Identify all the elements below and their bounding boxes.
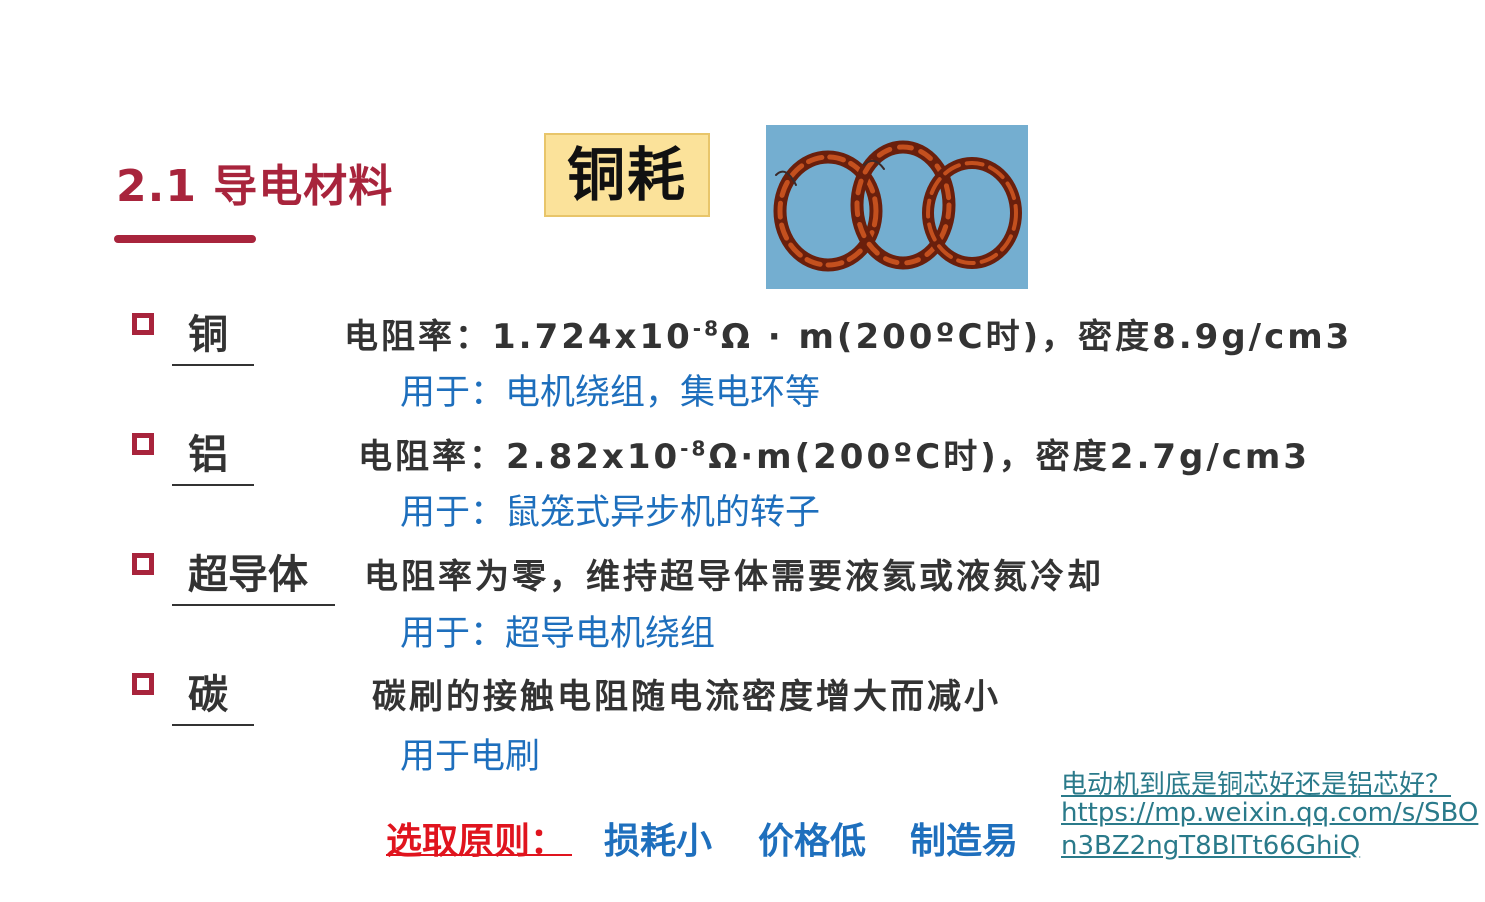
copper-loss-badge: 铜耗: [544, 133, 710, 217]
property-exponent: -8: [692, 316, 722, 341]
property-text: 电阻率：2.82x10: [358, 437, 681, 477]
title-underline: [114, 235, 256, 243]
principle-item-low-price: 价格低: [758, 821, 867, 862]
material-usage: 用于：超导电机绕组: [400, 614, 716, 654]
material-property: 电阻率：1.724x10-8Ω · m(200ºC时)，密度8.9g/cm3: [344, 309, 1352, 358]
material-property: 碳刷的接触电阻随电流密度增大而减小: [372, 677, 1001, 717]
principle-item-low-loss: 损耗小: [604, 821, 713, 862]
principle-item-easy-make: 制造易: [910, 821, 1019, 862]
property-text-rest: Ω·m(200ºC时)，密度2.7g/cm3: [708, 437, 1311, 477]
material-property: 电阻率：2.82x10-8Ω·m(200ºC时)，密度2.7g/cm3: [358, 429, 1310, 478]
material-usage: 用于电刷: [400, 737, 541, 777]
principle-label: 选取原则：: [386, 821, 567, 862]
material-underline: [172, 364, 254, 366]
bullet-square: [132, 673, 154, 695]
material-carbon: 碳: [172, 662, 254, 726]
material-aluminum: 铝: [172, 422, 254, 486]
material-usage: 用于：电机绕组，集电环等: [400, 373, 821, 413]
material-underline: [172, 724, 254, 726]
material-property: 电阻率为零，维持超导体需要液氦或液氮冷却: [364, 557, 1104, 597]
property-exponent: -8: [680, 436, 709, 461]
page-title: 2.1 导电材料: [116, 161, 394, 212]
bullet-square: [132, 553, 154, 575]
material-superconductor: 超导体: [172, 542, 335, 606]
material-copper: 铜: [172, 302, 254, 366]
material-name: 碳: [188, 672, 228, 718]
reference-link-title[interactable]: 电动机到底是铜芯好还是铝芯好？: [1061, 770, 1452, 800]
material-underline: [172, 484, 254, 486]
material-usage: 用于：鼠笼式异步机的转子: [400, 493, 821, 533]
bullet-square: [132, 433, 154, 455]
property-text-rest: Ω · m(200ºC时)，密度8.9g/cm3: [721, 317, 1353, 357]
bullet-square: [132, 313, 154, 335]
copper-coil-image: [766, 125, 1028, 289]
material-underline: [172, 604, 335, 606]
material-name: 超导体: [188, 552, 308, 598]
property-text: 电阻率：1.724x10: [344, 317, 693, 357]
principle-underline: [386, 854, 572, 856]
reference-link-url-cont[interactable]: n3BZ2ngT8BlTt66GhiQ: [1061, 831, 1361, 861]
reference-link-url[interactable]: https://mp.weixin.qq.com/s/SBO: [1061, 798, 1479, 828]
material-name: 铜: [188, 312, 228, 358]
material-name: 铝: [188, 432, 228, 478]
